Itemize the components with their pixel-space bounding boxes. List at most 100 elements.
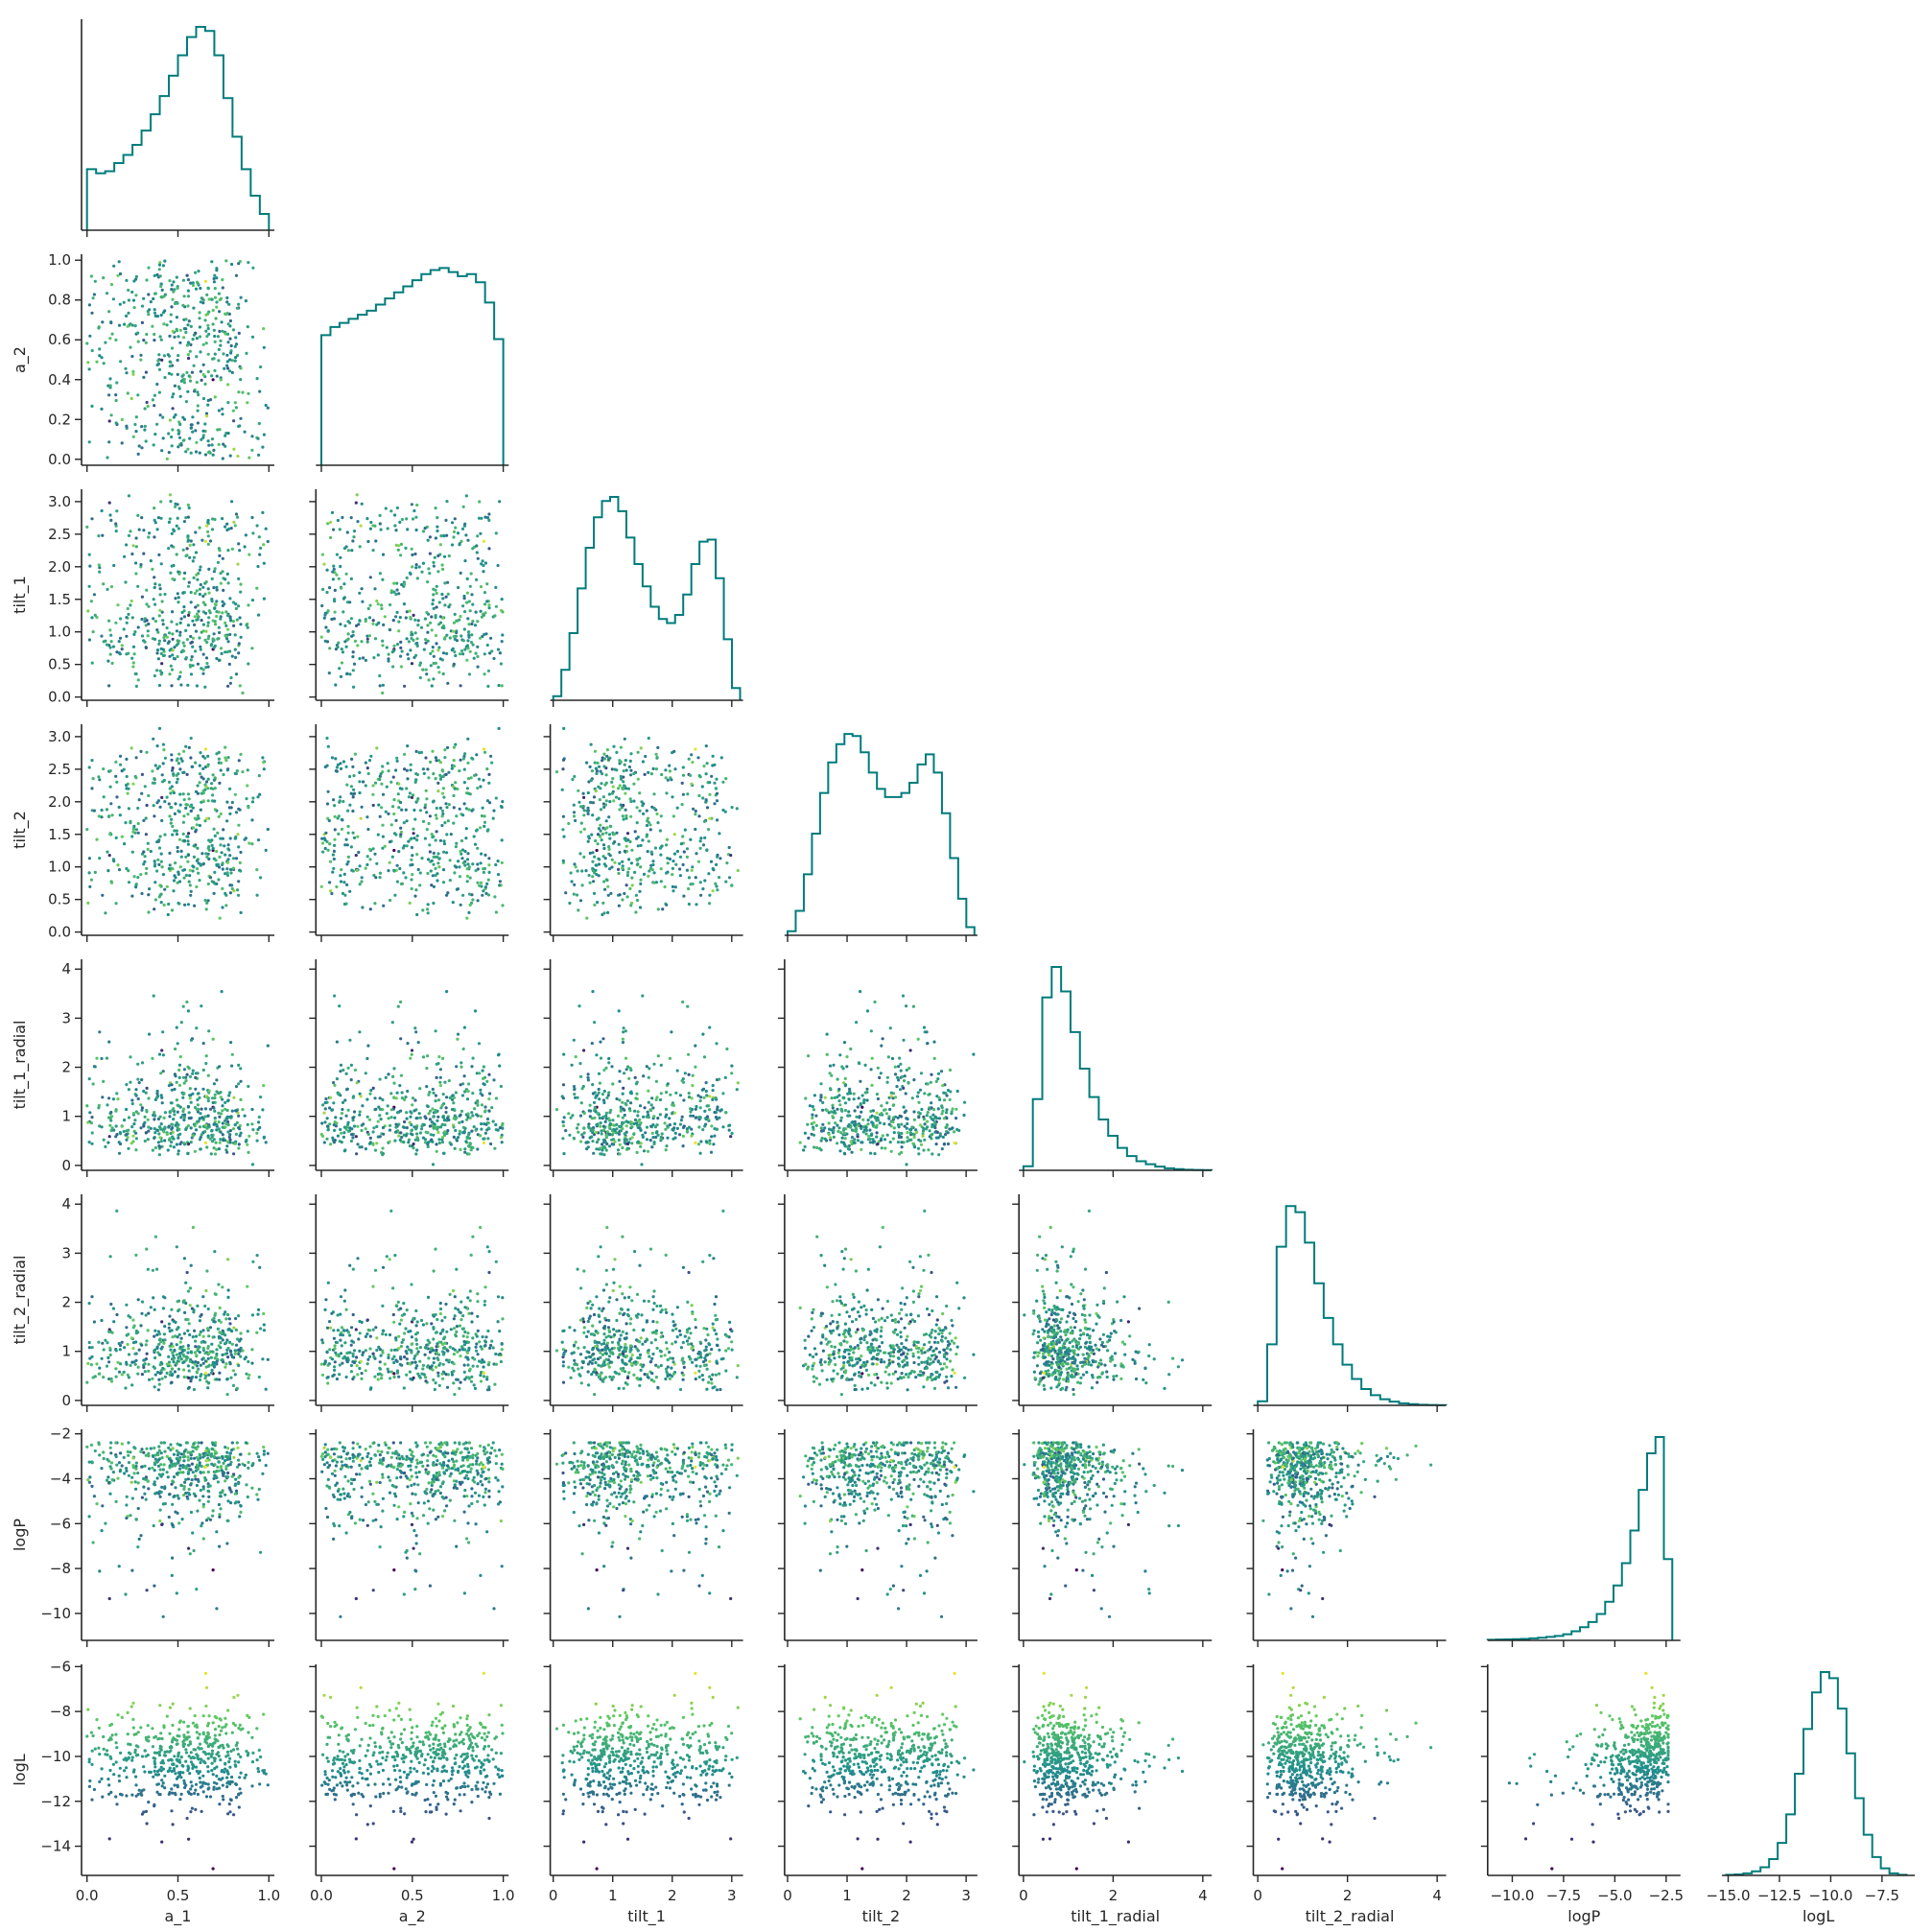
- scatter-point: [188, 555, 192, 559]
- scatter-point: [348, 621, 352, 624]
- scatter-point: [480, 852, 483, 856]
- scatter-point: [441, 787, 445, 790]
- scatter-point: [204, 852, 208, 856]
- scatter-point: [567, 821, 571, 826]
- scatter-point: [108, 769, 112, 773]
- scatter-point: [213, 606, 217, 611]
- scatter-point: [582, 827, 586, 832]
- scatter-point: [399, 542, 403, 547]
- scatter-point: [198, 1117, 201, 1120]
- scatter-point: [153, 1111, 156, 1115]
- scatter-point: [215, 305, 219, 309]
- scatter-point: [470, 1065, 474, 1069]
- scatter-point: [198, 587, 202, 591]
- scatter-point: [219, 296, 224, 300]
- scatter-point: [176, 1125, 179, 1129]
- scatter-point: [414, 563, 418, 567]
- scatter-point: [475, 577, 479, 582]
- scatter-point: [570, 880, 574, 884]
- scatter-point: [218, 781, 222, 786]
- scatter-point: [151, 1056, 154, 1060]
- scatter-point: [190, 765, 194, 769]
- scatter-point: [479, 881, 483, 884]
- scatter-point: [464, 827, 468, 831]
- scatter-point: [448, 859, 452, 862]
- scatter-point: [705, 1115, 710, 1119]
- scatter-point: [191, 869, 195, 873]
- scatter-point: [615, 1096, 619, 1101]
- scatter-point: [228, 1091, 232, 1095]
- scatter-point: [157, 614, 161, 618]
- scatter-point: [626, 870, 630, 875]
- scatter-point: [405, 637, 409, 641]
- scatter-point: [125, 1083, 129, 1087]
- scatter-point: [197, 270, 200, 273]
- scatter-point: [452, 745, 456, 749]
- scatter-point: [574, 1055, 577, 1059]
- scatter-point: [125, 278, 129, 282]
- scatter-point: [241, 691, 245, 695]
- scatter-point: [701, 843, 706, 847]
- scatter-point: [410, 836, 413, 840]
- scatter-point: [131, 544, 135, 548]
- scatter-point: [344, 765, 348, 768]
- scatter-point: [139, 873, 143, 877]
- scatter-point: [247, 391, 250, 395]
- scatter-point: [468, 903, 472, 907]
- scatter-point: [351, 630, 355, 634]
- scatter-point: [664, 776, 668, 780]
- scatter-point: [108, 1123, 112, 1127]
- scatter-point: [219, 768, 223, 772]
- scatter-point: [378, 1114, 382, 1118]
- scatter-point: [442, 795, 446, 799]
- scatter-point: [394, 768, 398, 772]
- scatter-point: [239, 582, 243, 586]
- scatter-point: [378, 774, 382, 778]
- scatter-point: [496, 1128, 500, 1132]
- scatter-point: [133, 671, 137, 676]
- y-axis-label-tilt_1: tilt_1: [11, 576, 30, 614]
- scatter-point: [426, 1144, 430, 1148]
- scatter-point: [201, 301, 205, 305]
- scatter-point: [90, 787, 94, 790]
- scatter-point: [171, 407, 175, 411]
- scatter-point: [203, 1107, 208, 1111]
- scatter-point: [251, 1128, 255, 1132]
- scatter-point: [100, 356, 104, 360]
- scatter-point: [227, 302, 231, 306]
- scatter-point: [182, 1118, 186, 1122]
- scatter-point: [626, 1065, 630, 1069]
- scatter-point: [492, 1078, 496, 1082]
- scatter-point: [432, 1115, 436, 1119]
- scatter-point: [606, 910, 610, 915]
- scatter-point: [485, 1079, 489, 1083]
- scatter-point: [624, 1130, 628, 1134]
- scatter-point: [451, 901, 455, 905]
- scatter-point: [711, 866, 715, 871]
- scatter-point: [633, 1075, 637, 1079]
- scatter-point: [196, 846, 200, 850]
- scatter-point: [436, 781, 440, 786]
- scatter-point: [215, 1147, 219, 1151]
- scatter-point: [378, 814, 382, 818]
- scatter-point: [403, 1097, 407, 1101]
- y-axis-label-tilt_2: tilt_2: [11, 811, 30, 849]
- scatter-point: [736, 1081, 740, 1085]
- scatter-point: [687, 902, 692, 907]
- scatter-point: [475, 544, 479, 548]
- scatter-point: [427, 567, 431, 571]
- scatter-point: [428, 552, 432, 555]
- scatter-point: [483, 591, 487, 595]
- scatter-point: [108, 833, 112, 836]
- scatter-point: [334, 683, 338, 687]
- scatter-point: [228, 318, 232, 323]
- scatter-point: [247, 841, 251, 845]
- scatter-point: [713, 1110, 717, 1115]
- scatter-point: [230, 1064, 234, 1068]
- scatter-point: [115, 509, 119, 513]
- scatter-point: [98, 566, 102, 570]
- scatter-point: [409, 1056, 412, 1060]
- scatter-point: [217, 409, 221, 412]
- scatter-point: [231, 1127, 235, 1131]
- scatter-point: [476, 1147, 480, 1151]
